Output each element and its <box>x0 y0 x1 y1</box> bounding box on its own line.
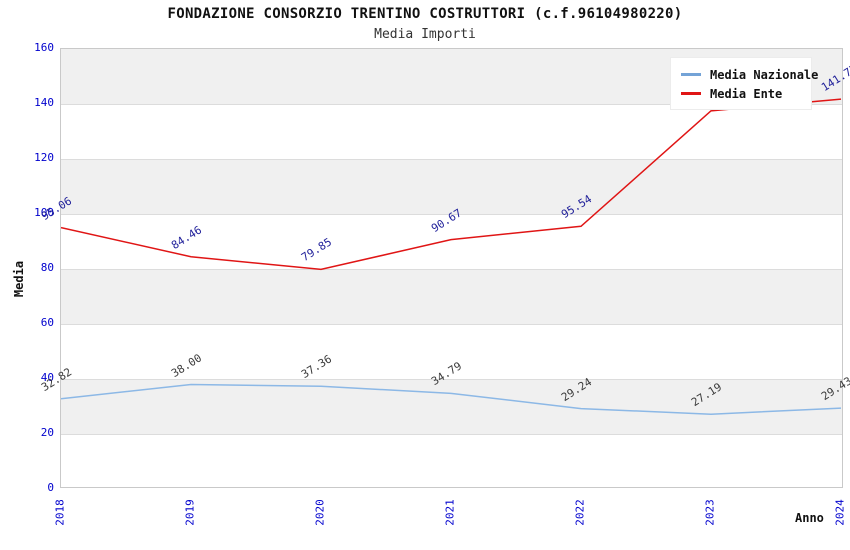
legend-item-media-nazionale: Media Nazionale <box>681 65 818 84</box>
x-tick-label: 2024 <box>833 499 847 526</box>
x-tick-label: 2022 <box>573 499 587 526</box>
x-tick-label: 2021 <box>443 499 457 526</box>
legend-label: Media Nazionale <box>710 67 819 82</box>
x-tick-label: 2020 <box>313 499 327 526</box>
x-tick-label: 2019 <box>183 499 197 526</box>
chart-subtitle: Media Importi <box>374 27 476 42</box>
y-tick-label: 20 <box>40 426 54 439</box>
gridline <box>61 214 842 215</box>
gridline <box>61 159 842 160</box>
legend-item-media-ente: Media Ente <box>681 84 801 103</box>
gridline <box>61 324 842 325</box>
gridline <box>61 379 842 380</box>
series-line-media-nazionale <box>61 383 842 415</box>
y-tick-label: 120 <box>34 151 54 164</box>
y-tick-label: 0 <box>47 481 54 494</box>
y-tick-label: 60 <box>40 316 54 329</box>
series-line-media-ente <box>61 98 842 271</box>
gridline <box>61 104 842 105</box>
y-tick-label: 80 <box>40 261 54 274</box>
plot-area <box>60 48 843 488</box>
media-ente-line-swatch <box>681 92 701 95</box>
y-tick-label: 160 <box>34 41 54 54</box>
chart-title: FONDAZIONE CONSORZIO TRENTINO COSTRUTTOR… <box>167 6 683 22</box>
x-axis-title: Anno <box>795 511 824 525</box>
y-tick-label: 140 <box>34 96 54 109</box>
x-tick-label: 2023 <box>703 499 717 526</box>
gridline <box>61 434 842 435</box>
gridline <box>61 269 842 270</box>
legend: Media Nazionale Media Ente <box>670 57 818 110</box>
x-tick-label: 2018 <box>53 499 67 526</box>
y-tick-label: 40 <box>40 371 54 384</box>
media-nazionale-line-swatch <box>681 73 701 76</box>
y-axis-title: Media <box>12 260 26 298</box>
y-tick-label: 100 <box>34 206 54 219</box>
legend-label: Media Ente <box>710 86 783 101</box>
